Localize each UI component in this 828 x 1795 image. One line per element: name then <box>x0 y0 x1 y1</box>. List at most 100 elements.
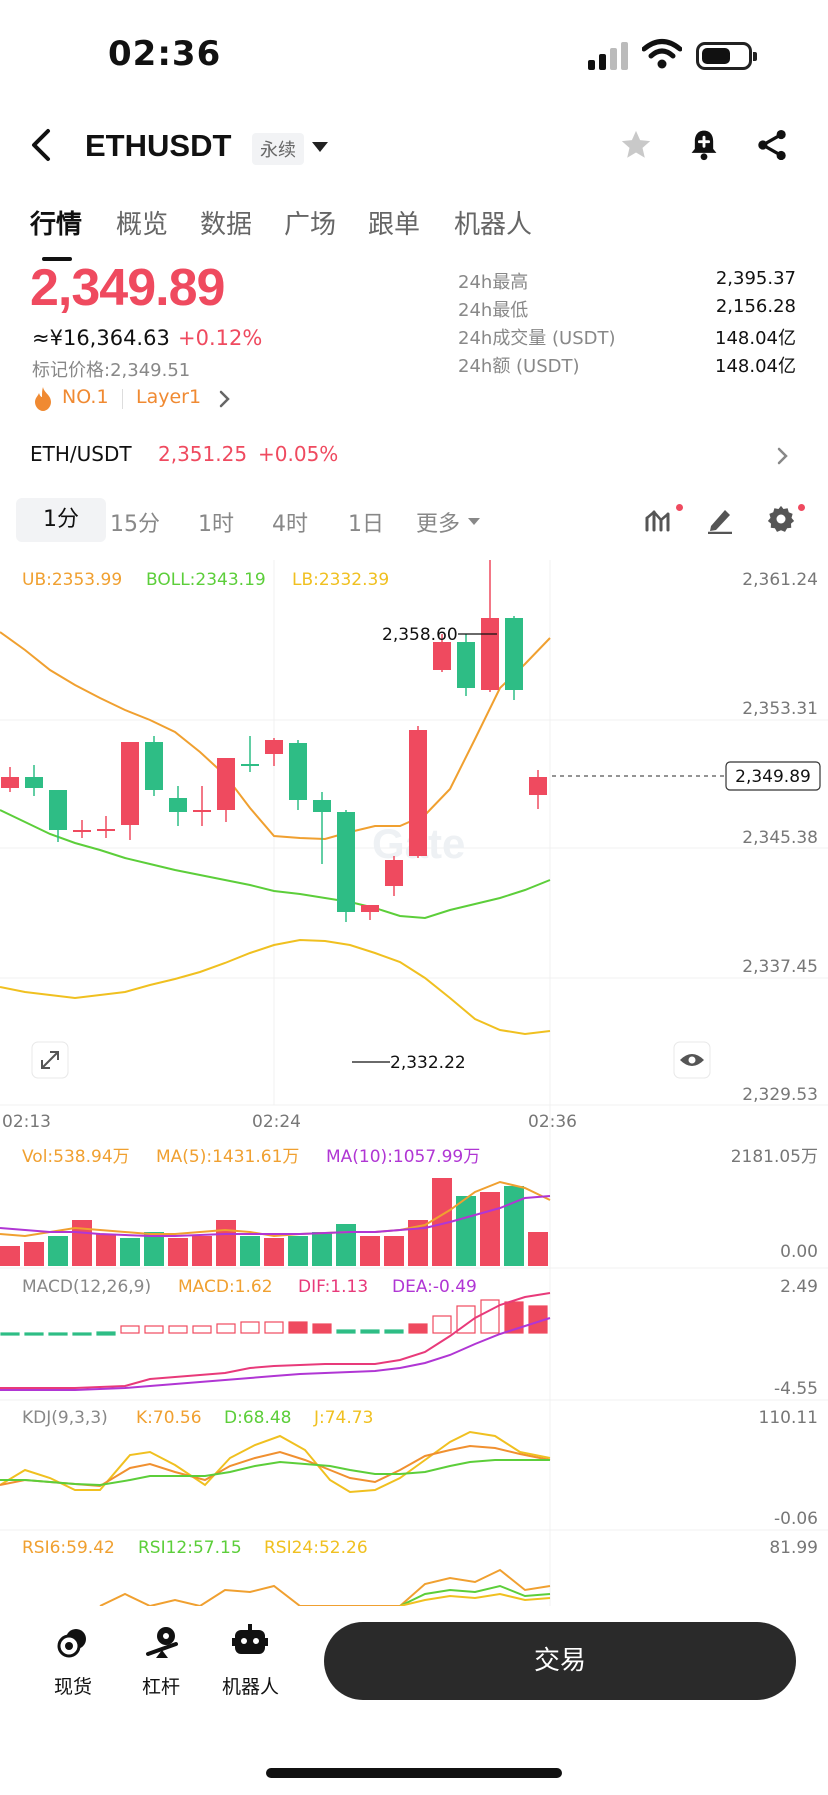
macd-bar <box>192 1325 212 1334</box>
macd-bar <box>0 1332 20 1336</box>
spot-pair-label[interactable]: ETH/USDT <box>30 442 132 466</box>
boll-lower-line <box>0 938 551 1036</box>
timeframe-1h[interactable]: 1时 <box>198 512 234 537</box>
volume-bar <box>72 1220 92 1266</box>
candlesticks <box>1 560 547 922</box>
macd-bar <box>48 1332 68 1336</box>
fire-icon <box>35 387 51 411</box>
stat-value: 2,395.37 <box>715 268 796 289</box>
rsi6-label: RSI6:59.42 <box>22 1538 115 1558</box>
candle-body <box>313 800 331 812</box>
macd-dea-line <box>0 1317 551 1391</box>
home-indicator <box>266 1768 562 1778</box>
status-time: 02:36 <box>108 34 222 74</box>
cny-price: ≈¥16,364.63 <box>32 326 170 350</box>
settings-gear-icon[interactable] <box>766 504 796 534</box>
nav-bot[interactable]: 机器人 <box>222 1676 280 1698</box>
spot-coins-icon[interactable] <box>56 1626 90 1660</box>
candle-body <box>265 740 283 754</box>
mark-price: 标记价格:2,349.51 <box>32 360 191 381</box>
macd-dea-label: DEA:-0.49 <box>392 1277 477 1297</box>
trade-button[interactable]: 交易 <box>324 1622 796 1700</box>
boll-upper-line <box>0 631 551 841</box>
stat-label: 24h最低 <box>458 300 529 321</box>
candle-body <box>337 812 355 912</box>
volume-bar <box>216 1220 236 1266</box>
boll-lb-label: LB:2332.39 <box>292 570 389 590</box>
volume-max-label: 2181.05万 <box>731 1147 818 1167</box>
chevron-right-icon[interactable] <box>218 389 232 409</box>
macd-bar <box>216 1323 236 1334</box>
favorite-star-icon[interactable] <box>618 128 654 162</box>
kdj-d-label: D:68.48 <box>224 1408 292 1428</box>
tab-data[interactable]: 数据 <box>200 210 253 240</box>
volume-bar <box>456 1196 476 1266</box>
kdj-j-line <box>0 1430 551 1494</box>
tab-copy-trade[interactable]: 跟单 <box>368 210 421 240</box>
nav-spot[interactable]: 现货 <box>54 1676 93 1698</box>
macd-bar <box>72 1332 92 1336</box>
robot-icon[interactable] <box>232 1624 268 1658</box>
timeframe-1d[interactable]: 1日 <box>348 512 384 537</box>
macd-bar <box>264 1321 284 1334</box>
macd-bar <box>240 1321 260 1334</box>
tab-overview[interactable]: 概览 <box>116 210 169 240</box>
volume-bar <box>312 1232 332 1266</box>
tab-square[interactable]: 广场 <box>284 210 337 240</box>
candle-body <box>481 618 499 690</box>
tab-bot[interactable]: 机器人 <box>454 210 533 240</box>
current-price-value: 2,349.89 <box>735 767 811 787</box>
nav-margin[interactable]: 杠杆 <box>142 1676 181 1698</box>
candle-body <box>121 742 139 825</box>
expand-icon <box>41 1051 59 1069</box>
rsi12-label: RSI12:57.15 <box>138 1538 242 1558</box>
more-caret-icon[interactable] <box>468 518 480 525</box>
candle-body <box>433 642 451 670</box>
share-icon[interactable] <box>756 128 788 162</box>
price-alert-bell-icon[interactable] <box>688 128 720 162</box>
cellular-signal-icon <box>588 42 628 70</box>
volume-min-label: 0.00 <box>780 1242 818 1262</box>
stat-label: 24h最高 <box>458 272 529 293</box>
timeframe-1m[interactable]: 1分 <box>16 498 106 542</box>
y-axis-tick: 2,353.31 <box>742 699 818 719</box>
volume-bar <box>96 1234 116 1266</box>
volume-bar <box>360 1236 380 1266</box>
margin-lever-icon[interactable] <box>144 1624 180 1660</box>
volume-bar <box>144 1232 164 1266</box>
macd-bar <box>408 1323 428 1334</box>
boll-ub-label: UB:2353.99 <box>22 570 122 590</box>
timeframe-15m[interactable]: 15分 <box>110 512 160 537</box>
timeframe-4h[interactable]: 4时 <box>272 512 308 537</box>
high-price-label: 2,358.60 <box>382 625 458 645</box>
kdj-max-label: 110.11 <box>759 1408 818 1428</box>
volume-bar <box>504 1186 524 1266</box>
pair-dropdown-caret-icon[interactable] <box>312 142 328 152</box>
indicator-icon[interactable] <box>644 504 674 534</box>
volume-bar <box>528 1232 548 1266</box>
price-change: +0.12% <box>178 326 263 350</box>
timeframe-more[interactable]: 更多 <box>416 512 461 537</box>
section-tabs: 行情 概览 数据 广场 跟单 机器人 <box>0 204 828 261</box>
macd-bar <box>24 1332 44 1336</box>
contract-type-badge[interactable]: 永续 <box>252 133 304 165</box>
stat-label: 24h成交量 (USDT) <box>458 328 616 349</box>
rank-badge: NO.1 <box>62 386 109 408</box>
stat-label: 24h额 (USDT) <box>458 356 580 377</box>
macd-bar <box>96 1331 116 1336</box>
volume-bar <box>0 1246 20 1266</box>
spot-pair-price: 2,351.25 <box>158 442 248 466</box>
pair-title[interactable]: ETHUSDT <box>85 128 232 163</box>
notification-dot <box>676 504 683 511</box>
chevron-right-icon[interactable] <box>776 446 790 466</box>
back-arrow-icon[interactable] <box>28 128 56 162</box>
sector-tag[interactable]: Layer1 <box>136 386 202 408</box>
candle-body <box>49 790 67 830</box>
kline-chart[interactable]: Gate UB:2353.99 BOLL:2343.19 LB:2332.39 … <box>0 560 828 1606</box>
draw-pencil-icon[interactable] <box>706 504 734 534</box>
kdj-title: KDJ(9,3,3) <box>22 1408 108 1428</box>
volume-bar <box>384 1236 404 1266</box>
candle-body <box>241 764 259 766</box>
kdj-k-line <box>0 1444 551 1488</box>
tab-market[interactable]: 行情 <box>30 210 83 240</box>
